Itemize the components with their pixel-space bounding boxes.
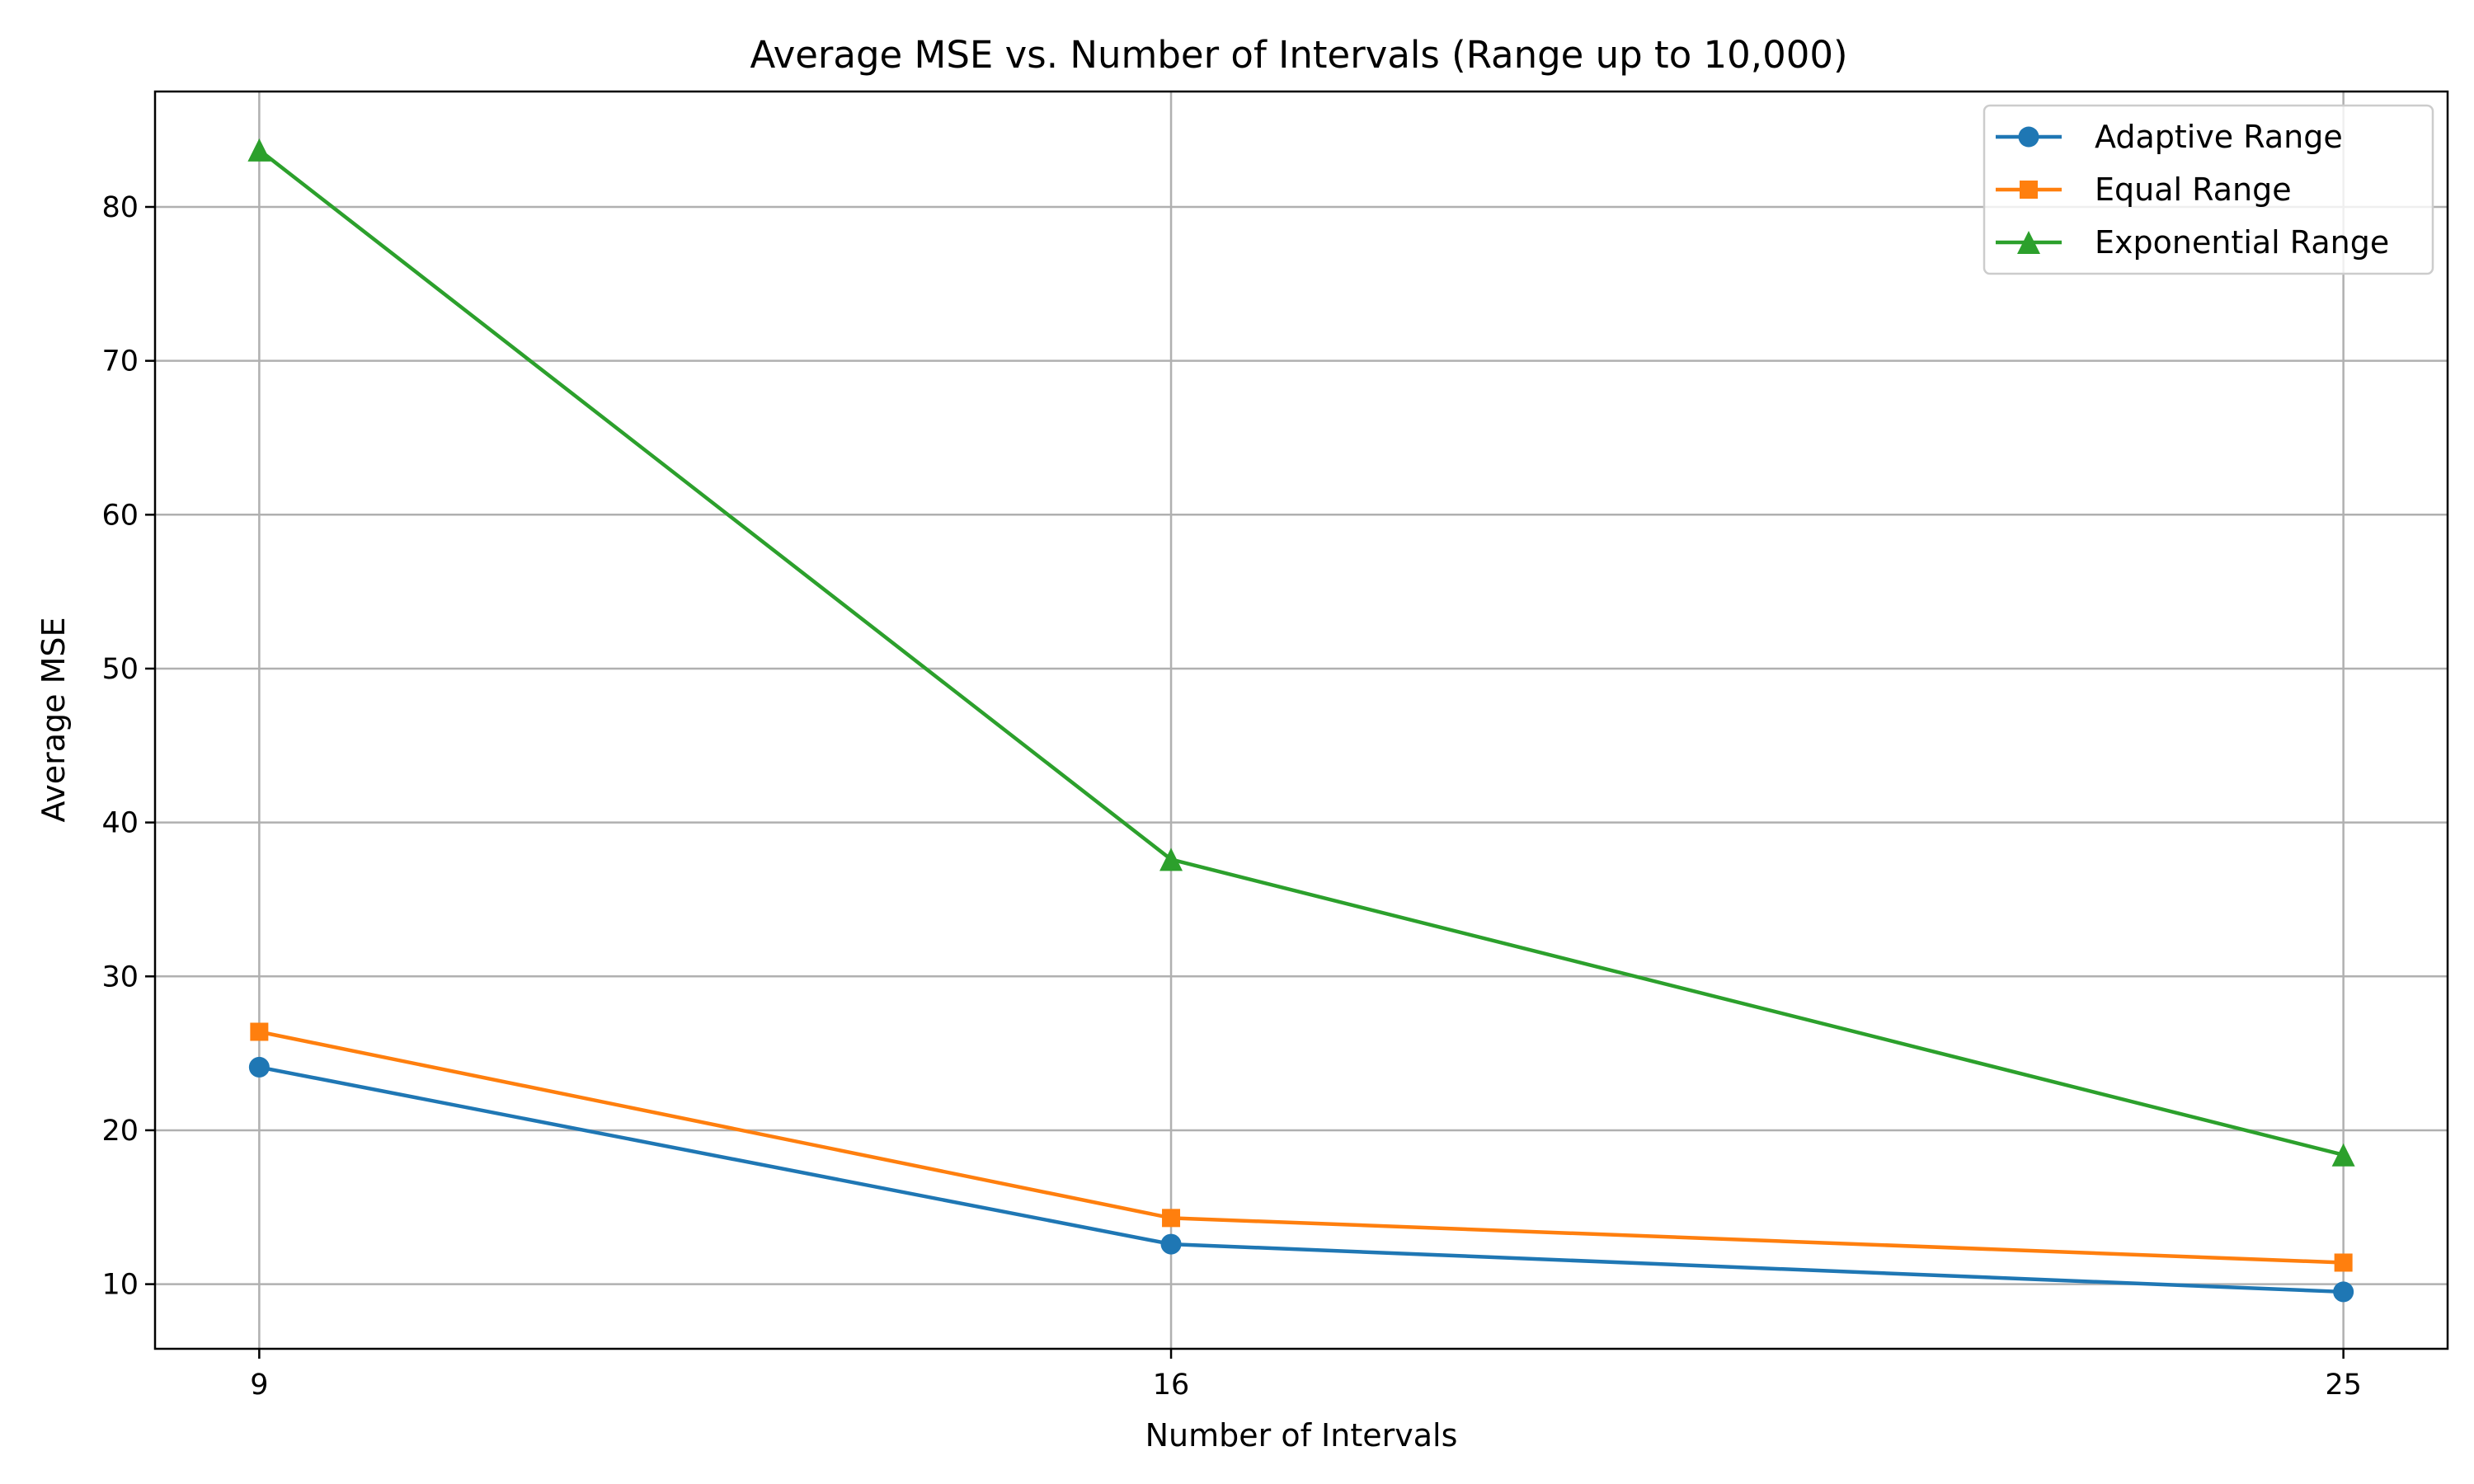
y-tick-label: 70 [101,345,139,378]
data-point-square [1162,1209,1181,1228]
data-point-square [250,1022,269,1041]
y-tick-label: 80 [101,191,139,224]
y-axis-ticks: 10 20 30 40 50 60 70 80 [101,191,155,1302]
data-point-triangle [2331,1143,2355,1167]
legend-entry: Exponential Range [1996,224,2389,261]
data-point-triangle [1159,848,1183,871]
series-group [247,138,2355,1303]
y-tick-label: 60 [101,499,139,532]
plot-frame [153,90,2449,1350]
data-point-triangle [247,138,271,162]
x-tick-label: 25 [2325,1369,2362,1402]
series-equal-range [250,1022,2353,1272]
chart-title: Average MSE vs. Number of Intervals (Ran… [750,33,1847,77]
y-tick-label: 30 [101,960,139,993]
y-tick-label: 20 [101,1115,139,1148]
series-exponential-range [247,138,2355,1167]
legend-marker [2018,126,2039,148]
x-tick-label: 16 [1153,1369,1190,1402]
x-axis-label: Number of Intervals [1145,1417,1458,1453]
series-adaptive-range [248,1056,2354,1303]
legend-marker [2017,231,2040,254]
data-point-circle [1160,1233,1182,1255]
data-point-circle [248,1056,270,1078]
legend-entry: Equal Range [1996,171,2292,208]
legend-label: Exponential Range [2095,224,2389,261]
data-point-square [2334,1253,2353,1272]
legend-label: Adaptive Range [2095,119,2343,155]
y-tick-label: 50 [101,653,139,686]
x-axis-ticks: 9 16 25 [250,1349,2362,1402]
x-tick-label: 9 [250,1369,268,1402]
legend-marker [2020,181,2038,199]
legend-entry: Adaptive Range [1996,119,2343,155]
y-axis-label: Average MSE [35,617,72,822]
y-tick-label: 10 [101,1269,139,1302]
legend-box [1982,104,2434,275]
legend-label: Equal Range [2095,171,2292,208]
y-tick-label: 40 [101,807,139,840]
legend: Adaptive Range Equal Range Exponential Ran… [1982,104,2434,275]
data-point-circle [2333,1281,2354,1303]
